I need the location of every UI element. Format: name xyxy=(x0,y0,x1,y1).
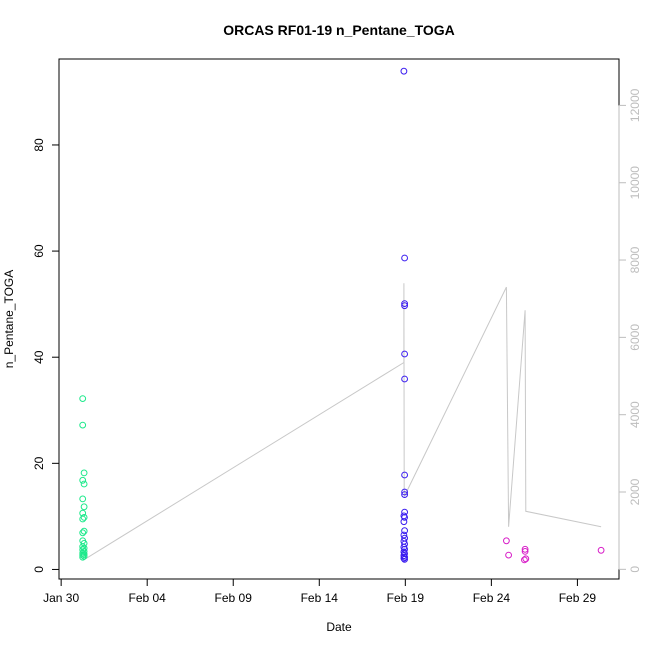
data-point-series-1 xyxy=(79,515,87,523)
data-point-series-1 xyxy=(79,553,87,561)
data-point-series-2 xyxy=(401,350,409,358)
chart-title: ORCAS RF01-19 n_Pentane_TOGA xyxy=(223,22,455,38)
y2-tick-label: 10000 xyxy=(628,166,642,200)
y2-tick-label: 12000 xyxy=(628,88,642,122)
x-tick-label: Feb 29 xyxy=(559,591,597,605)
y-tick-label: 60 xyxy=(32,244,46,258)
y2-tick-label: 4000 xyxy=(628,401,642,428)
y-tick-label: 0 xyxy=(32,566,46,573)
data-point-series-1 xyxy=(80,550,88,558)
y-tick-label: 20 xyxy=(32,456,46,470)
data-point-series-1 xyxy=(80,469,88,477)
data-point-series-2 xyxy=(401,491,409,499)
x-tick-label: Feb 19 xyxy=(387,591,425,605)
data-point-series-2 xyxy=(400,531,408,539)
data-point-series-1 xyxy=(80,480,88,488)
secondary-line-layer xyxy=(83,283,602,561)
data-point-series-3 xyxy=(522,555,530,563)
data-point-series-3 xyxy=(521,556,528,564)
data-point-series-2 xyxy=(401,527,409,535)
data-point-series-1 xyxy=(79,395,87,403)
data-point-series-2 xyxy=(401,488,409,496)
x-tick-label: Feb 14 xyxy=(301,591,339,605)
secondary-series-line xyxy=(83,283,602,561)
data-point-series-3 xyxy=(597,546,605,554)
x-axis: Jan 30 Feb 04 Feb 09 Feb 14 Feb 19 Feb 24 Feb … xyxy=(43,579,596,605)
data-point-series-3 xyxy=(521,545,529,553)
data-point-series-1 xyxy=(79,529,87,537)
data-point-series-1 xyxy=(79,421,87,429)
data-point-series-1 xyxy=(80,540,88,547)
data-point-series-3 xyxy=(521,548,529,555)
y-tick-label: 40 xyxy=(32,350,46,364)
data-point-series-2 xyxy=(400,518,408,526)
y-axis-right: 0 2000 4000 6000 8000 10000 12000 xyxy=(618,88,642,573)
data-point-series-3 xyxy=(503,537,510,545)
plot-area xyxy=(58,58,620,580)
data-point-series-1 xyxy=(79,476,87,484)
data-point-series-1 xyxy=(80,527,88,535)
data-point-series-2 xyxy=(401,471,409,479)
data-point-series-2 xyxy=(401,300,409,308)
data-point-series-1 xyxy=(79,549,87,557)
x-axis-label: Date xyxy=(326,620,352,634)
y-axis-label: n_Pentane_TOGA xyxy=(2,270,16,369)
y2-tick-label: 0 xyxy=(628,566,642,573)
data-point-series-2 xyxy=(401,254,409,262)
data-point-series-1 xyxy=(79,495,87,503)
x-tick-label: Feb 04 xyxy=(129,591,167,605)
points-layer xyxy=(79,67,605,564)
data-point-series-2 xyxy=(401,514,409,521)
x-tick-label: Jan 30 xyxy=(43,591,79,605)
data-point-series-2 xyxy=(400,67,408,75)
data-point-series-2 xyxy=(401,556,409,563)
data-point-series-1 xyxy=(80,552,88,560)
data-point-series-1 xyxy=(80,514,88,521)
data-point-series-1 xyxy=(80,503,88,511)
y2-tick-label: 6000 xyxy=(628,324,642,351)
y-axis-left: 0 20 40 60 80 xyxy=(32,138,59,573)
y2-tick-label: 8000 xyxy=(628,246,642,273)
data-point-series-1 xyxy=(79,551,87,559)
y2-tick-label: 2000 xyxy=(628,478,642,505)
y-tick-label: 80 xyxy=(32,138,46,152)
x-tick-label: Feb 09 xyxy=(215,591,253,605)
data-point-series-2 xyxy=(401,553,409,561)
data-point-series-1 xyxy=(79,543,87,550)
data-point-series-2 xyxy=(401,375,409,383)
x-tick-label: Feb 24 xyxy=(473,591,511,605)
data-point-series-2 xyxy=(401,545,409,553)
data-point-series-3 xyxy=(505,551,513,559)
data-point-series-2 xyxy=(401,302,409,310)
data-point-series-2 xyxy=(400,554,408,562)
